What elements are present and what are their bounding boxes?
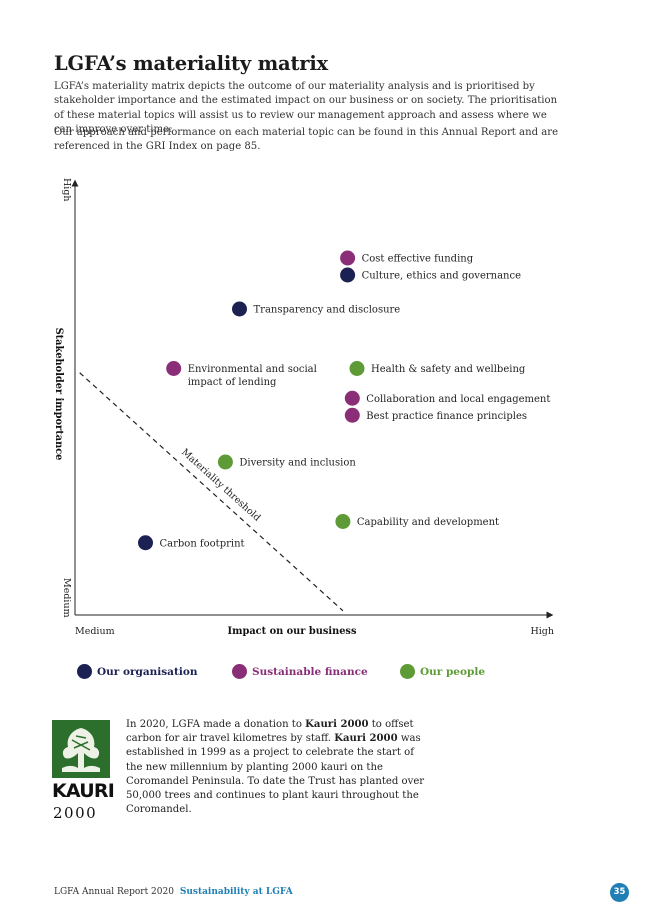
page-title: LGFA’s materiality matrix bbox=[54, 52, 328, 75]
data-point bbox=[344, 407, 360, 423]
data-point-label: Carbon footprint bbox=[160, 538, 245, 549]
legend-label: Sustainable finance bbox=[252, 665, 368, 678]
data-point-label: Diversity and inclusion bbox=[239, 458, 356, 469]
kauri-logo-year: 2000 bbox=[53, 804, 98, 822]
y-tick-label-min: Medium bbox=[61, 578, 72, 618]
kauri-logo-word: KAURI bbox=[52, 780, 115, 802]
kauri-tree-icon bbox=[62, 728, 100, 772]
data-point-label: Best practice finance principles bbox=[366, 411, 527, 422]
footer-report-name: LGFA Annual Report 2020 bbox=[54, 887, 174, 897]
footer-section-name: Sustainability at LGFA bbox=[179, 887, 293, 897]
legend-our-organisation: Our organisation bbox=[77, 664, 197, 679]
legend-sustainable-finance: Sustainable finance bbox=[232, 664, 368, 679]
kauri-text-part: to offset carbon for air travel kilometr… bbox=[126, 719, 414, 745]
intro-paragraph: LGFA’s materiality matrix depicts the ou… bbox=[54, 81, 558, 136]
data-point-label: Health & safety and wellbeing bbox=[371, 364, 526, 375]
footer: LGFA Annual Report 2020 Sustainability a… bbox=[54, 887, 293, 897]
y-axis-label: Stakeholder importance bbox=[53, 328, 64, 461]
legend-swatch bbox=[77, 664, 92, 679]
data-point-label: Collaboration and local engagement bbox=[366, 394, 550, 405]
kauri-text-part: In 2020, LGFA made a donation to bbox=[126, 719, 306, 730]
data-point-label: Capability and development bbox=[357, 517, 499, 528]
data-point bbox=[340, 250, 356, 266]
legend-label: Our people bbox=[420, 665, 486, 678]
x-axis-label: Impact on our business bbox=[228, 626, 357, 637]
data-point bbox=[217, 454, 233, 470]
kauri-tree-emblem bbox=[52, 720, 110, 778]
kauri-text-part: was established in 1999 as a project to … bbox=[126, 733, 425, 816]
kauri-name: Kauri 2000 bbox=[305, 719, 369, 730]
data-point bbox=[349, 361, 365, 376]
legend-label: Our organisation bbox=[97, 665, 198, 678]
legend-swatch bbox=[232, 664, 247, 679]
intro-paragraph: Our approach and performance on each mat… bbox=[54, 127, 559, 153]
data-point-label: Cost effective funding bbox=[362, 254, 474, 265]
data-point bbox=[166, 361, 182, 376]
legend-our-people: Our people bbox=[400, 664, 485, 679]
data-point-label: Environmental and social impact of lendin… bbox=[188, 364, 317, 388]
data-point bbox=[344, 390, 360, 406]
kauri-2000-logo: KAURI 2000 bbox=[52, 720, 115, 825]
data-point-label: Transparency and disclosure bbox=[254, 305, 401, 316]
data-point bbox=[340, 267, 356, 283]
x-tick-label-max: High bbox=[530, 626, 554, 637]
data-point bbox=[138, 535, 153, 551]
data-point bbox=[232, 301, 247, 317]
y-tick-label-max: High bbox=[61, 178, 72, 202]
data-point-label: Culture, ethics and governance bbox=[362, 271, 521, 282]
page-number: 35 bbox=[610, 883, 629, 902]
kauri-paragraph: In 2020, LGFA made a donation to Kauri 2… bbox=[126, 718, 426, 817]
materiality-threshold-line bbox=[79, 372, 344, 612]
x-tick-label-min: Medium bbox=[75, 626, 115, 637]
legend-swatch bbox=[400, 664, 415, 679]
data-point bbox=[335, 514, 351, 529]
materiality-chart: Materiality threshold Medium High Impact… bbox=[53, 178, 554, 637]
kauri-name: Kauri 2000 bbox=[334, 733, 398, 745]
